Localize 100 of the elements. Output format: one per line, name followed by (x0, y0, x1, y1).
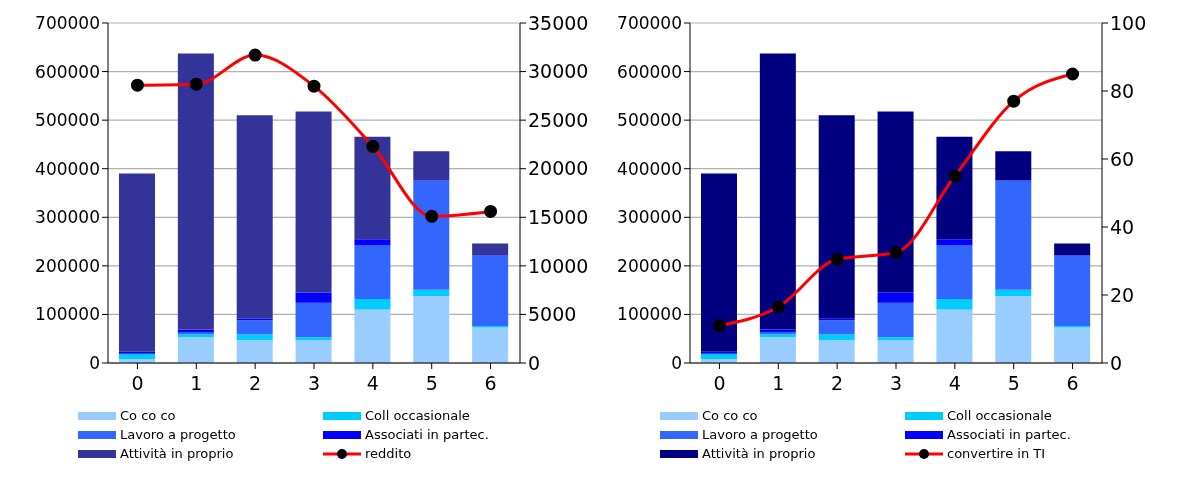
y2-tick-label: 40 (1110, 215, 1135, 238)
bar (472, 243, 509, 256)
bar (177, 337, 214, 363)
bar (119, 353, 155, 360)
y2-tick-label: 0 (528, 351, 541, 374)
bar (877, 337, 914, 341)
y-tick-label: 400000 (35, 158, 100, 179)
bar (413, 151, 450, 181)
bar (936, 136, 973, 240)
x-tick-label: 2 (249, 372, 262, 395)
bar (1054, 243, 1091, 256)
x-tick-label: 4 (948, 372, 961, 395)
x-tick-label: 0 (131, 372, 144, 395)
y-tick-label: 600000 (35, 61, 100, 82)
y2-tick-label: 0 (1110, 351, 1123, 374)
bar (354, 244, 391, 299)
legend-label: Attività in proprio (120, 446, 234, 461)
y2-tick-label: 25000 (528, 108, 589, 131)
bar (236, 340, 273, 363)
bar (936, 244, 973, 299)
bar (295, 337, 332, 341)
x-tick-label: 6 (1066, 372, 1079, 395)
x-tick-label: 6 (484, 372, 497, 395)
bar (701, 353, 737, 360)
legend-label: convertire in TI (947, 446, 1046, 461)
bar (354, 239, 391, 245)
y-tick-label: 500000 (35, 110, 100, 131)
bar (236, 320, 273, 335)
bar (354, 136, 391, 240)
y-tick-label: 400000 (617, 158, 682, 179)
legend-label: Co co co (702, 408, 758, 423)
y-tick-label: 200000 (617, 255, 682, 276)
y-tick-label: 100000 (617, 304, 682, 325)
x-tick-label: 1 (772, 372, 785, 395)
bar (413, 180, 450, 290)
bar (236, 334, 273, 341)
legend-label: Lavoro a progetto (120, 427, 236, 442)
bar (472, 327, 509, 363)
x-tick-label: 5 (425, 372, 438, 395)
y-tick-label: 300000 (35, 207, 100, 228)
x-tick-label: 3 (889, 372, 903, 395)
y2-tick-label: 60 (1110, 147, 1135, 170)
y-tick-label: 0 (671, 353, 682, 374)
legend-label: Associati in partec. (947, 427, 1071, 442)
bar (354, 309, 391, 363)
y-tick-label: 600000 (617, 61, 682, 82)
bar (1054, 327, 1091, 363)
x-tick-label: 3 (307, 372, 321, 395)
bar (936, 298, 973, 310)
bar (354, 298, 391, 310)
bar (413, 295, 450, 363)
bar (936, 309, 973, 363)
y2-tick-label: 20 (1110, 283, 1135, 306)
bar (995, 289, 1032, 296)
y2-tick-label: 80 (1110, 79, 1135, 102)
bar (701, 173, 737, 352)
bar (818, 340, 855, 363)
bar (295, 340, 332, 363)
x-tick-label: 4 (366, 372, 379, 395)
legend-label: Associati in partec. (365, 427, 489, 442)
bar (995, 295, 1032, 363)
bar (759, 337, 796, 363)
bar (119, 173, 155, 352)
bar (877, 292, 914, 303)
bar (472, 255, 509, 327)
bar (295, 292, 332, 303)
bar (877, 340, 914, 363)
y-tick-label: 700000 (617, 13, 682, 34)
y-tick-label: 300000 (617, 207, 682, 228)
legend-label: Co co co (120, 408, 176, 423)
bar (177, 53, 214, 330)
bar (295, 111, 332, 293)
bar (759, 53, 796, 330)
y-tick-label: 500000 (617, 110, 682, 131)
legend-label: reddito (365, 446, 412, 461)
bar (236, 115, 273, 319)
bar (1054, 255, 1091, 327)
bar (995, 180, 1032, 290)
x-tick-label: 2 (831, 372, 844, 395)
legend-label: Coll occasionale (365, 408, 470, 423)
y2-tick-label: 5000 (528, 303, 577, 326)
bar (995, 151, 1032, 181)
bar (818, 320, 855, 335)
bar (936, 239, 973, 245)
bar (295, 302, 332, 338)
y2-tick-label: 10000 (528, 254, 589, 277)
bar (818, 334, 855, 341)
y2-tick-label: 20000 (528, 157, 589, 180)
y-tick-label: 200000 (35, 255, 100, 276)
x-tick-label: 1 (190, 372, 203, 395)
x-tick-label: 0 (713, 372, 726, 395)
legend-label: Coll occasionale (947, 408, 1052, 423)
y2-tick-label: 30000 (528, 60, 589, 83)
x-tick-label: 5 (1007, 372, 1020, 395)
bar (877, 111, 914, 293)
y2-tick-label: 100 (1110, 11, 1147, 34)
legend-label: Lavoro a progetto (702, 427, 818, 442)
bar (877, 302, 914, 338)
y-tick-label: 700000 (35, 13, 100, 34)
y-tick-label: 100000 (35, 304, 100, 325)
